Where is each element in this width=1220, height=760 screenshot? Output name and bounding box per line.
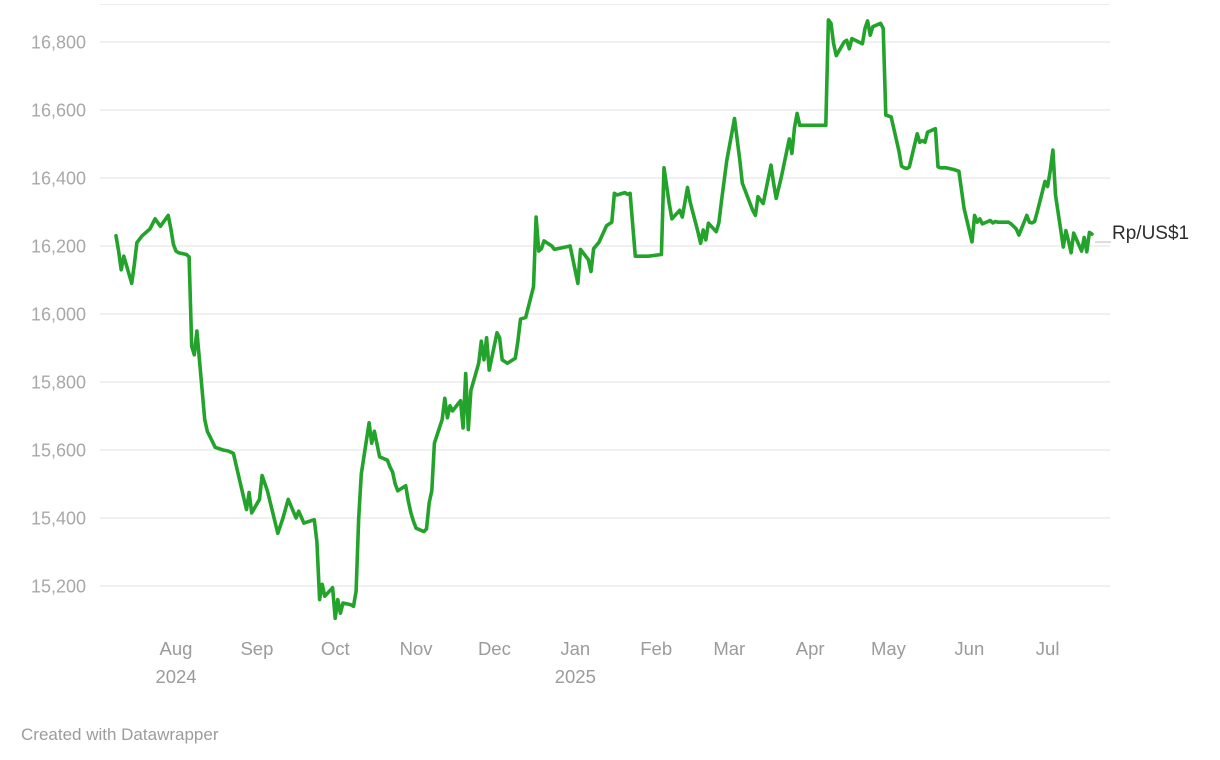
x-month-label: Nov bbox=[400, 638, 434, 659]
x-month-label: Jul bbox=[1036, 638, 1060, 659]
datawrapper-attribution: Created with Datawrapper bbox=[21, 725, 219, 744]
x-month-label: Apr bbox=[796, 638, 825, 659]
x-month-label: Feb bbox=[640, 638, 672, 659]
series-label: Rp/US$1 bbox=[1112, 223, 1190, 244]
x-month-label: May bbox=[871, 638, 907, 659]
x-month-label: Aug bbox=[160, 638, 193, 659]
y-tick-label: 16,600 bbox=[31, 101, 86, 121]
y-tick-label: 15,800 bbox=[31, 373, 86, 393]
x-month-label: Dec bbox=[478, 638, 511, 659]
y-tick-label: 16,200 bbox=[31, 237, 86, 257]
x-month-label: Oct bbox=[321, 638, 350, 659]
y-tick-label: 15,600 bbox=[31, 441, 86, 461]
y-tick-label: 15,200 bbox=[31, 577, 86, 597]
x-year-label: 2025 bbox=[555, 666, 596, 687]
y-tick-label: 16,400 bbox=[31, 169, 86, 189]
x-month-label: Mar bbox=[713, 638, 745, 659]
y-tick-label: 15,400 bbox=[31, 509, 86, 529]
x-month-label: Sep bbox=[240, 638, 273, 659]
x-month-label: Jan bbox=[560, 638, 590, 659]
x-month-label: Jun bbox=[954, 638, 984, 659]
exchange-rate-line bbox=[114, 18, 1094, 621]
y-tick-label: 16,800 bbox=[31, 33, 86, 53]
y-tick-label: 16,000 bbox=[31, 305, 86, 325]
x-year-label: 2024 bbox=[155, 666, 196, 687]
